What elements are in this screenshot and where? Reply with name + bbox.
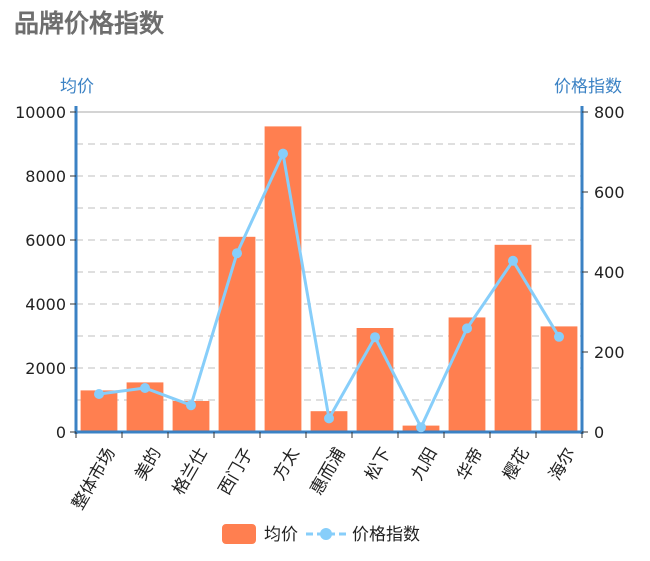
price-index-line: [98, 152, 561, 429]
bar: [494, 244, 532, 432]
y-right-tick-label: 0: [594, 423, 604, 442]
price-index-point: [140, 383, 150, 393]
bars: [80, 126, 578, 433]
x-category-label: 西门子: [215, 445, 258, 499]
bar: [356, 328, 394, 432]
y-left-axis-title: 均价: [60, 77, 94, 97]
line-series: [94, 148, 564, 433]
y-right-tick-label: 200: [594, 343, 625, 362]
y-left-tick-label: 2000: [25, 359, 66, 378]
bar: [218, 236, 256, 432]
price-index-point: [94, 389, 104, 399]
price-index-point: [416, 422, 426, 433]
y-right-tick-label: 600: [594, 183, 625, 202]
price-index-point: [278, 148, 288, 159]
y-right-tick-label: 800: [594, 103, 625, 122]
x-category-label: 海尔: [545, 445, 579, 484]
legend-bar-label: 均价: [264, 525, 298, 545]
y-right-axis-title: 价格指数: [554, 77, 622, 97]
price-index-point: [186, 400, 196, 411]
bar: [448, 317, 486, 432]
price-index-point: [370, 332, 380, 343]
price-index-point: [324, 413, 334, 424]
y-left-tick-label: 0: [56, 423, 66, 442]
grid-lines: [76, 111, 582, 401]
x-category-label: 樱花: [499, 445, 533, 484]
x-category-label: 美的: [131, 445, 165, 484]
x-category-label: 方太: [269, 445, 303, 484]
y-right-tick-label: 400: [594, 263, 625, 282]
y-left-tick-label: 8000: [25, 167, 66, 186]
x-category-label: 松下: [361, 445, 395, 484]
bar: [264, 126, 302, 433]
x-category-label: 华帝: [453, 445, 487, 484]
legend: 均价 价格指数: [222, 524, 420, 545]
chart-title: 品牌价格指数: [14, 9, 165, 38]
axes: [70, 106, 588, 438]
y-left-tick-label: 4000: [25, 295, 66, 314]
price-index-point: [554, 331, 564, 342]
x-category-label: 九阳: [407, 445, 441, 484]
legend-line-marker: [320, 528, 332, 540]
legend-bar-swatch: [222, 524, 256, 544]
price-index-point: [232, 248, 242, 259]
x-category-label: 格兰仕: [169, 445, 212, 499]
bar: [540, 326, 578, 432]
x-category-label: 惠而浦: [307, 445, 350, 499]
y-left-tick-label: 6000: [25, 231, 66, 250]
price-index-point: [462, 323, 472, 334]
y-left-tick-label: 10000: [15, 103, 66, 122]
legend-line-label: 价格指数: [352, 525, 420, 545]
x-category-label: 整体市场: [68, 445, 119, 514]
price-index-point: [508, 255, 518, 266]
